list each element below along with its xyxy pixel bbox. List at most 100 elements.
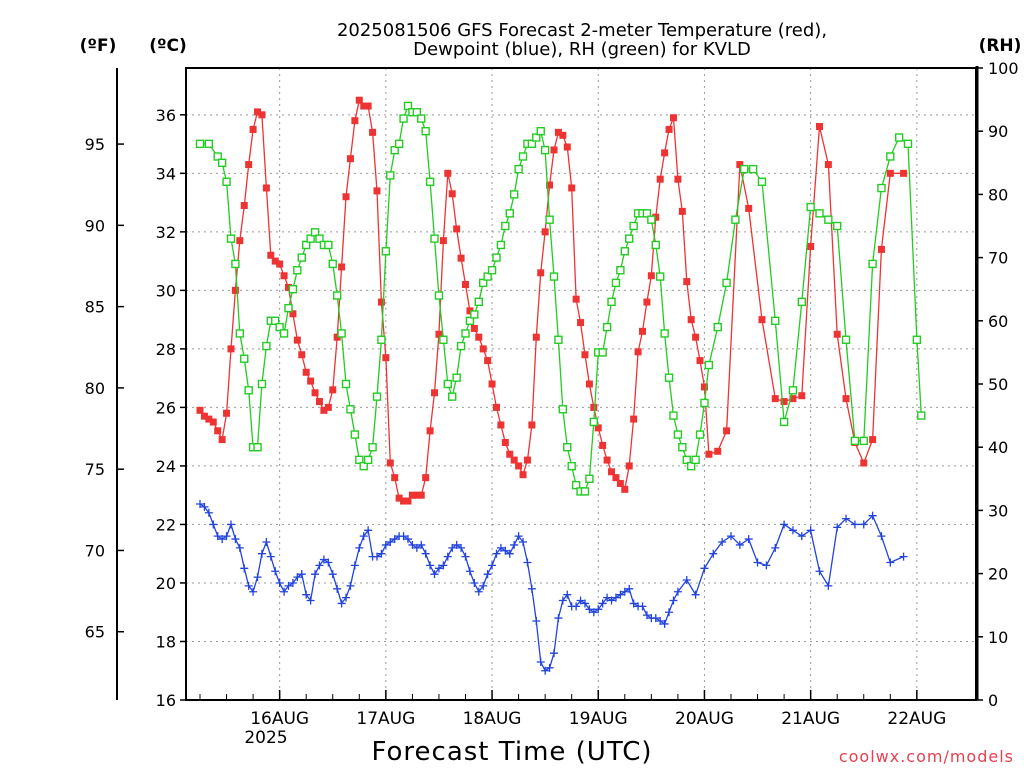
- rh-point: [691, 455, 700, 465]
- rh-point: [368, 443, 377, 452]
- dewpoint-point: [443, 552, 452, 561]
- fahrenheit-tick-label: 85: [85, 298, 105, 317]
- dewpoint-point: [204, 508, 213, 517]
- dewpoint-point: [364, 526, 373, 535]
- dewpoint-point: [815, 567, 824, 576]
- rh-point: [288, 285, 298, 294]
- 2-meter-temperature-point: [780, 398, 788, 406]
- dewpoint-point: [868, 511, 877, 520]
- dewpoint-point: [563, 590, 572, 599]
- 2-meter-temperature-point: [537, 269, 545, 277]
- rh-point: [448, 392, 457, 401]
- 2-meter-temperature-point: [479, 345, 487, 353]
- 2-meter-temperature-point: [488, 380, 496, 388]
- rh-point: [417, 114, 426, 123]
- dewpoint-point: [373, 552, 381, 561]
- dewpoint-point: [727, 532, 735, 541]
- rh-point: [332, 291, 342, 300]
- 2-meter-temperature-point: [492, 403, 500, 411]
- 2-meter-temperature-point: [625, 462, 633, 470]
- dewpoint-point: [554, 614, 563, 623]
- 2-meter-temperature-point: [506, 450, 514, 458]
- rh-point: [647, 215, 656, 224]
- dewpoint-point: [642, 611, 651, 620]
- rh-point: [549, 272, 559, 281]
- dewpoint-point: [222, 532, 231, 541]
- rh-point: [771, 316, 780, 325]
- 2-meter-temperature-point: [426, 427, 434, 435]
- 2-meter-temperature-point: [816, 123, 823, 131]
- 2-meter-temperature-point: [807, 242, 815, 250]
- 2-meter-temperature-point: [466, 307, 474, 315]
- dewpoint-point: [328, 570, 337, 579]
- 2-meter-temperature-point: [484, 357, 492, 365]
- rh-point: [350, 430, 360, 439]
- 2-meter-temperature-point: [200, 412, 208, 420]
- celsius-tick-label: 36: [156, 106, 176, 125]
- rh-point: [859, 436, 868, 446]
- 2-meter-temperature-point: [262, 184, 270, 192]
- 2-meter-temperature-point: [338, 263, 346, 271]
- fahrenheit-tick-label: 65: [85, 623, 105, 642]
- 2-meter-temperature-point: [307, 377, 315, 385]
- dewpoint-point: [474, 587, 483, 596]
- celsius-tick-label: 30: [156, 281, 176, 300]
- dewpoint-point: [253, 573, 262, 582]
- rh-point: [421, 126, 430, 136]
- rh-point: [452, 373, 461, 382]
- rh-point: [244, 386, 253, 395]
- rh-tick-label: 40: [988, 438, 1008, 457]
- dewpoint-point: [408, 540, 417, 549]
- x-tick-label: 18AUG: [463, 709, 522, 729]
- 2-meter-temperature-point: [470, 324, 478, 332]
- rh-point: [381, 247, 391, 256]
- rh-point: [833, 221, 842, 231]
- time-axis: 16AUG 17AUG 18AUG 19AUG 20AUG 21AUG 22AUG: [199, 690, 946, 729]
- dewpoint-point: [448, 543, 457, 552]
- 2-meter-temperature-point: [501, 439, 509, 447]
- rh-point: [651, 240, 660, 250]
- rh-point: [359, 461, 368, 471]
- rh-point: [412, 108, 422, 117]
- rh-point: [731, 215, 740, 224]
- 2-meter-temperature-point: [745, 204, 753, 212]
- rh-point: [403, 101, 413, 111]
- dewpoint-point: [656, 617, 665, 625]
- 2-meter-temperature-point: [687, 316, 695, 324]
- dewpoint-point: [850, 520, 859, 529]
- dewpoint-point: [350, 561, 359, 570]
- rh-point: [487, 266, 497, 275]
- 2-meter-temperature-point: [311, 389, 319, 397]
- dewpoint-point: [439, 561, 448, 570]
- x-tick-label: 21AUG: [781, 709, 840, 729]
- 2-meter-temperature-point: [678, 207, 686, 215]
- chart-title-line2: Dewpoint (blue), RH (green) for KVLD: [413, 39, 751, 60]
- rh-point: [824, 215, 833, 224]
- 2-meter-temperature-point: [665, 125, 673, 133]
- 2-meter-temperature-point: [320, 406, 328, 414]
- 2-meter-temperature-point: [758, 316, 766, 324]
- dewpoint-point: [324, 558, 333, 567]
- 2-meter-temperature-point: [329, 386, 337, 394]
- dewpoint-point: [607, 596, 616, 605]
- 2-meter-temperature-point: [400, 497, 408, 505]
- 2-meter-temperature-point: [634, 348, 642, 356]
- fahrenheit-tick-label: 75: [85, 460, 105, 479]
- rh-point: [310, 228, 320, 237]
- dewpoint-point: [594, 605, 603, 614]
- rh-point: [355, 455, 364, 465]
- 2-meter-temperature-point: [736, 161, 744, 169]
- dewpoint-point: [625, 584, 634, 593]
- rh-point: [797, 297, 806, 307]
- 2-meter-temperature-point: [462, 281, 469, 289]
- rh-point: [501, 221, 510, 231]
- dewpoint-point: [434, 564, 443, 573]
- watermark: coolwx.com/models: [839, 747, 1014, 766]
- rh-point: [545, 215, 554, 224]
- rh-tick-label: 80: [988, 185, 1008, 204]
- rh-point: [673, 430, 683, 439]
- 2-meter-temperature-point: [196, 406, 204, 414]
- rh-point: [540, 145, 550, 155]
- 2-meter-temperature-point: [391, 474, 399, 482]
